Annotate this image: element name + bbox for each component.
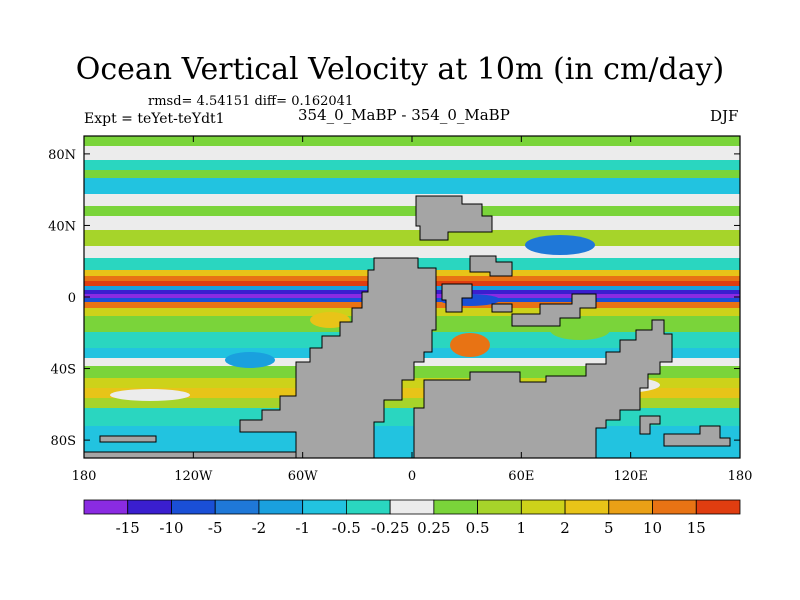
band (84, 230, 740, 246)
lat-tick-label: 80N (48, 148, 76, 163)
land-mass (491, 303, 513, 313)
colorbar: -15 -10 -5 -2 -1 -0.5 -0.25 0.25 0.5 1 2 5 10 15 (83, 499, 741, 537)
colorbar-label: 1 (517, 519, 527, 537)
colorbar-label: 0.25 (417, 519, 450, 537)
colorbar-label: -2 (252, 519, 267, 537)
colorbar-label: -1 (295, 519, 310, 537)
colorbar-label: -5 (208, 519, 223, 537)
lat-tick-label: 40N (48, 219, 76, 234)
land-mass (415, 195, 493, 241)
colorbar-swatch (564, 499, 610, 515)
lon-tick-label: 60E (508, 469, 534, 484)
case-label: 354_0_MaBP - 354_0_MaBP (298, 106, 510, 124)
colorbar-label: 0.5 (466, 519, 490, 537)
colorbar-swatch (608, 499, 653, 515)
lon-tick-label: 0 (408, 469, 416, 484)
colorbar-label: 10 (643, 519, 662, 537)
colorbar-swatch (389, 499, 435, 515)
lon-tick-label: 120W (174, 469, 213, 484)
band (84, 398, 740, 408)
season-label: DJF (710, 107, 739, 125)
band (84, 146, 740, 160)
colorbar-swatch (477, 499, 522, 515)
anomaly-patch (550, 320, 610, 340)
land-mass (99, 435, 157, 443)
lat-tick-label: 80S (51, 434, 76, 449)
band (84, 378, 740, 388)
land-mass (413, 319, 673, 458)
colorbar-swatch (171, 499, 216, 515)
colorbar-label: 2 (560, 519, 570, 537)
rmsd-diff-stats: rmsd= 4.54151 diff= 0.162041 (148, 94, 354, 109)
lon-tick-label: 180 (72, 469, 97, 484)
colorbar-swatch (83, 499, 129, 515)
band (84, 170, 740, 178)
lon-tick-label: 60W (288, 469, 319, 484)
anomaly-patch (110, 389, 190, 401)
colorbar-swatch (214, 499, 260, 515)
band (84, 178, 740, 194)
plot-title: Ocean Vertical Velocity at 10m (in cm/da… (75, 52, 725, 87)
band (84, 216, 740, 230)
colorbar-label: -0.25 (371, 519, 409, 537)
band (84, 194, 740, 206)
colorbar-label: 15 (687, 519, 706, 537)
anomaly-patch (525, 235, 595, 255)
axis-ticks: 80N 40N 0 40S 80S 180 120W 60W 0 60E 120E 180 (48, 136, 752, 484)
land-mass (663, 425, 731, 447)
lon-tick-label: 120E (614, 469, 648, 484)
band (84, 206, 740, 216)
colorbar-swatch (652, 499, 697, 515)
land-mass (84, 451, 297, 458)
anomaly-patch (225, 352, 275, 368)
experiment-label: Expt = teYet-teYdt1 (84, 111, 225, 127)
colorbar-swatch (302, 499, 347, 515)
band (84, 246, 740, 258)
lon-tick-label: 180 (728, 469, 753, 484)
map-field (84, 136, 740, 458)
band (84, 388, 740, 398)
colorbar-swatch (127, 499, 172, 515)
colorbar-label: -10 (159, 519, 183, 537)
colorbar-swatch (258, 499, 304, 515)
land-mass (239, 257, 437, 458)
colorbar-swatch (433, 499, 479, 515)
lat-tick-label: 0 (68, 291, 76, 306)
land-mass (469, 255, 513, 277)
colorbar-label: -15 (116, 519, 140, 537)
land-mass (441, 283, 473, 313)
colorbar-swatch (695, 499, 741, 515)
colorbar-label: 5 (604, 519, 614, 537)
band (84, 160, 740, 170)
anomaly-patch (450, 333, 490, 357)
land-mass (511, 293, 597, 327)
land-mass (639, 415, 661, 435)
colorbar-swatch (345, 499, 391, 515)
colorbar-swatch (520, 499, 566, 515)
lat-tick-label: 40S (51, 363, 76, 378)
colorbar-label: -0.5 (332, 519, 361, 537)
